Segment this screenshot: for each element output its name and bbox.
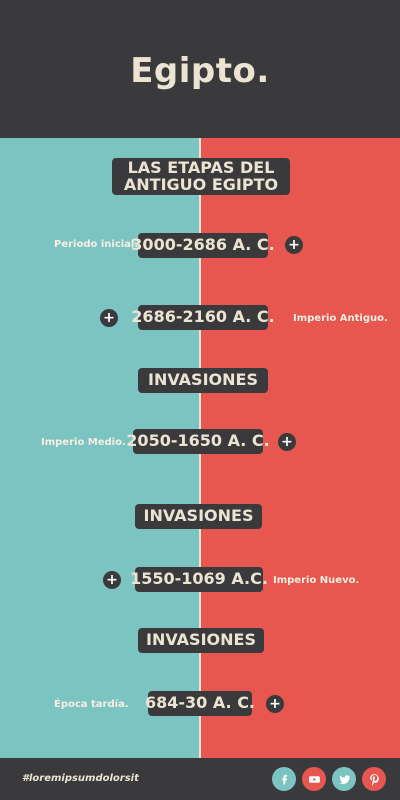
timeline-date-imperio-antiguo: 2686-2160 A. C. (131, 305, 275, 330)
invasiones-badge-1: INVASIONES (138, 368, 268, 393)
header: Egipto. (0, 0, 400, 138)
timeline-label-epoca-tardia: Época tardía. (54, 699, 129, 710)
plus-icon: + (288, 237, 300, 253)
timeline-heading: LAS ETAPAS DEL ANTIGUO EGIPTO (112, 158, 290, 195)
timeline-date-imperio-medio: 2050-1650 A. C. (126, 429, 270, 454)
pinterest-button[interactable] (362, 767, 386, 791)
expand-epoca-tardia-button[interactable]: + (266, 695, 284, 713)
twitter-icon (338, 774, 351, 784)
expand-imperio-medio-button[interactable]: + (278, 433, 296, 451)
expand-imperio-nuevo-button[interactable]: + (103, 571, 121, 589)
footer: #loremipsumdolorsit (0, 758, 400, 800)
pinterest-icon (369, 773, 379, 786)
timeline-heading-text: LAS ETAPAS DEL ANTIGUO EGIPTO (123, 157, 279, 194)
plus-icon: + (281, 434, 293, 450)
youtube-button[interactable] (302, 767, 326, 791)
plus-icon: + (106, 572, 118, 588)
timeline-label-imperio-medio: Imperio Medio. (41, 437, 126, 448)
invasiones-badge-2: INVASIONES (135, 504, 262, 529)
page-title: Egipto. (130, 51, 270, 91)
facebook-button[interactable] (272, 767, 296, 791)
plus-icon: + (269, 696, 281, 712)
expand-periodo-inicial-button[interactable]: + (285, 236, 303, 254)
twitter-button[interactable] (332, 767, 356, 791)
youtube-icon (308, 775, 320, 783)
timeline-label-imperio-nuevo: Imperio Nuevo. (273, 575, 360, 586)
timeline-label-imperio-antiguo: Imperio Antiguo. (293, 313, 388, 324)
expand-imperio-antiguo-button[interactable]: + (100, 309, 118, 327)
timeline-date-epoca-tardia: 684-30 A. C. (145, 691, 255, 716)
plus-icon: + (103, 310, 115, 326)
timeline-label-periodo-inicial: Periodo inicial. (54, 239, 139, 250)
timeline-date-periodo-inicial: 3000-2686 A. C. (131, 233, 275, 258)
facebook-icon (281, 774, 287, 784)
timeline-date-imperio-nuevo: 1550-1069 A.C. (130, 567, 268, 592)
invasiones-badge-3: INVASIONES (138, 628, 264, 653)
footer-hashtag: #loremipsumdolorsit (22, 773, 139, 784)
